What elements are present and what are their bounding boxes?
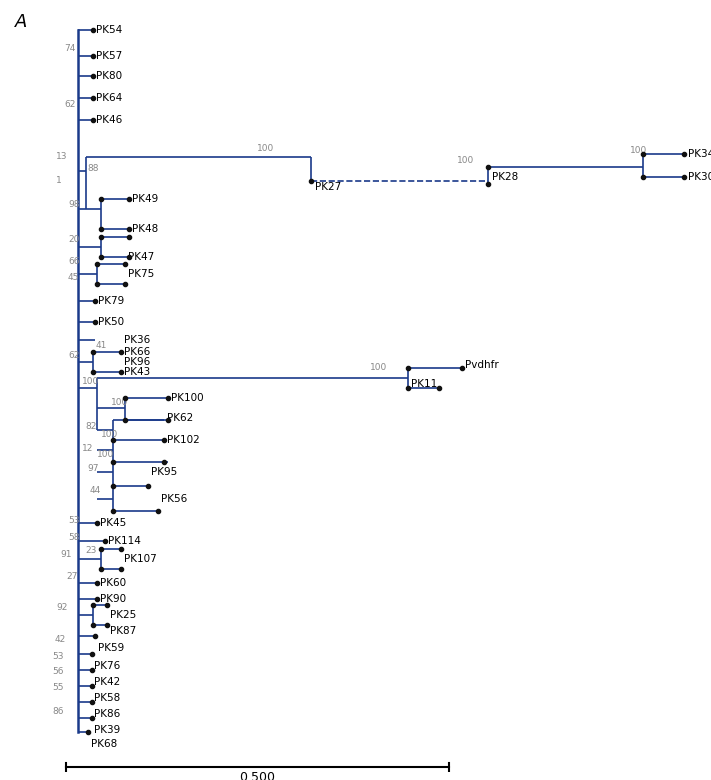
Text: 41: 41 [95, 341, 107, 350]
Text: PK48: PK48 [132, 224, 158, 234]
Text: PK87: PK87 [110, 626, 137, 636]
Text: 100: 100 [456, 156, 474, 165]
Text: PK96: PK96 [124, 356, 150, 367]
Text: PK102: PK102 [167, 435, 200, 445]
Text: PK57: PK57 [97, 51, 123, 61]
Text: PK95: PK95 [151, 467, 178, 477]
Text: PK49: PK49 [132, 194, 158, 204]
Text: PK34: PK34 [688, 149, 711, 158]
Text: A: A [15, 12, 27, 31]
Text: PK42: PK42 [95, 677, 121, 686]
Text: PK60: PK60 [100, 578, 127, 588]
Text: PK64: PK64 [97, 94, 123, 103]
Text: 62: 62 [64, 100, 75, 109]
Text: PK80: PK80 [97, 71, 122, 81]
Text: 97: 97 [87, 464, 99, 473]
Text: 13: 13 [56, 152, 68, 161]
Text: 100: 100 [370, 363, 387, 372]
Text: PK114: PK114 [108, 536, 141, 546]
Text: PK43: PK43 [124, 367, 150, 377]
Text: PK11: PK11 [412, 379, 438, 389]
Text: 98: 98 [68, 200, 80, 210]
Text: 1: 1 [56, 176, 62, 186]
Text: PK100: PK100 [171, 393, 203, 403]
Text: PK39: PK39 [95, 725, 121, 735]
Text: 27: 27 [66, 572, 77, 580]
Text: PK90: PK90 [100, 594, 127, 604]
Text: PK50: PK50 [98, 317, 124, 327]
Text: PK56: PK56 [161, 494, 188, 504]
Text: PK75: PK75 [128, 269, 154, 279]
Text: PK76: PK76 [95, 661, 121, 671]
Text: PK66: PK66 [124, 347, 150, 356]
Text: PK30: PK30 [688, 172, 711, 182]
Text: 56: 56 [52, 667, 64, 676]
Text: 23: 23 [85, 547, 97, 555]
Text: 44: 44 [90, 486, 101, 495]
Text: 74: 74 [64, 44, 75, 52]
Text: PK47: PK47 [128, 252, 154, 262]
Text: 12: 12 [82, 444, 93, 453]
Text: PK62: PK62 [167, 413, 193, 424]
Text: PK28: PK28 [492, 172, 518, 182]
Text: 42: 42 [54, 635, 65, 644]
Text: 82: 82 [85, 422, 97, 431]
Text: 53: 53 [68, 516, 80, 525]
Text: PK45: PK45 [100, 518, 127, 528]
Text: 53: 53 [52, 652, 64, 661]
Text: 66: 66 [68, 257, 80, 266]
Text: 100: 100 [257, 144, 274, 153]
Text: PK46: PK46 [97, 115, 123, 126]
Text: 100: 100 [102, 430, 119, 439]
Text: PK54: PK54 [97, 25, 123, 35]
Text: 45: 45 [68, 273, 80, 282]
Text: PK27: PK27 [315, 182, 341, 192]
Text: 86: 86 [52, 707, 64, 716]
Text: 100: 100 [82, 378, 99, 386]
Text: PK86: PK86 [95, 709, 121, 719]
Text: 55: 55 [52, 683, 64, 692]
Text: 100: 100 [97, 450, 114, 459]
Text: 58: 58 [68, 534, 80, 542]
Text: 100: 100 [111, 398, 129, 406]
Text: PK107: PK107 [124, 554, 156, 564]
Text: PK79: PK79 [98, 296, 124, 307]
Text: PK25: PK25 [110, 610, 137, 620]
Text: 100: 100 [630, 146, 648, 155]
Text: PK59: PK59 [98, 644, 124, 654]
Text: 91: 91 [60, 551, 72, 559]
Text: PK68: PK68 [90, 739, 117, 749]
Text: 20: 20 [68, 235, 80, 243]
Text: PK36: PK36 [124, 335, 150, 345]
Text: 92: 92 [56, 603, 68, 612]
Text: PK58: PK58 [95, 693, 121, 703]
Text: 62: 62 [68, 351, 80, 360]
Text: 0.500: 0.500 [240, 771, 275, 780]
Text: 88: 88 [87, 165, 99, 173]
Text: Pvdhfr: Pvdhfr [466, 360, 499, 370]
